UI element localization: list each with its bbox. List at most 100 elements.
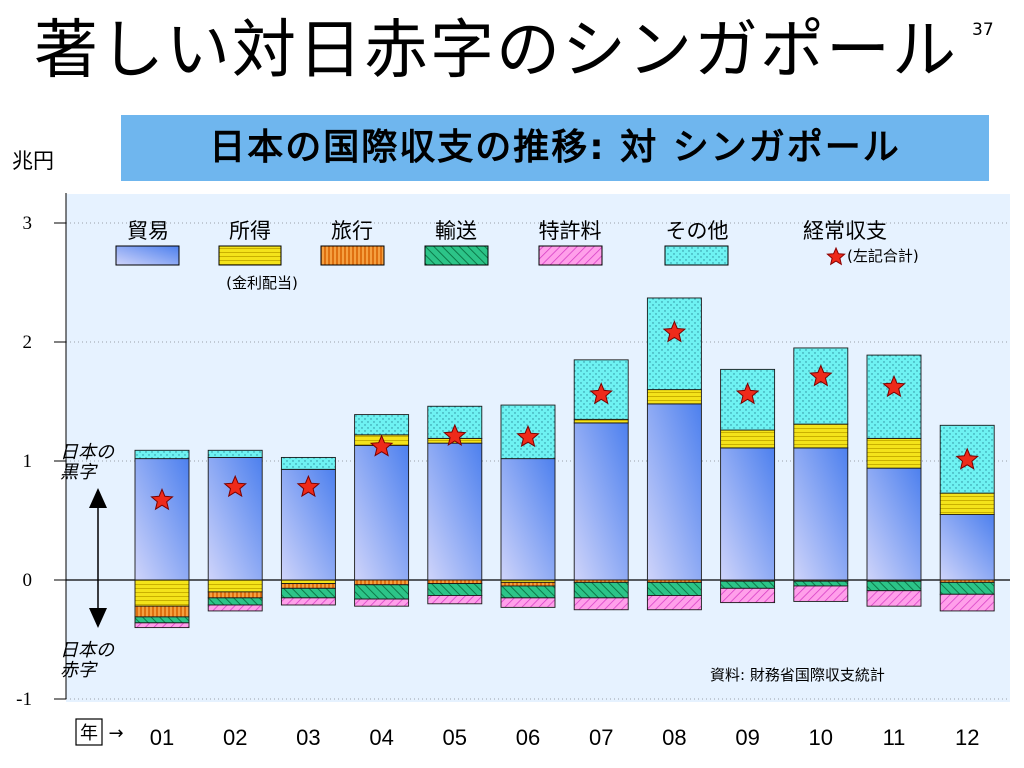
y-tick-label: 1 — [23, 451, 33, 472]
bar-segment-income — [793, 423, 849, 449]
x-tick-label: 09 — [735, 725, 759, 750]
bar-segment-trade — [573, 422, 629, 581]
bar-segment-royalties — [207, 604, 263, 612]
bar-segment-transport — [939, 581, 995, 595]
deficit-label-line2: 赤字 — [60, 660, 98, 681]
source-note: 資料: 財務省国際収支統計 — [710, 666, 885, 684]
x-tick-label: 10 — [809, 725, 833, 750]
total-star — [150, 487, 174, 511]
legend-label-royalties: 特許料 — [539, 219, 602, 243]
page-number: 37 — [972, 20, 994, 40]
y-tick-label: -1 — [16, 689, 32, 710]
bar-segment-income — [720, 429, 776, 449]
x-tick-label: 03 — [296, 725, 320, 750]
bar-segment-travel — [427, 579, 483, 585]
bar-segment-royalties — [500, 597, 556, 608]
bar-segment-trade — [500, 458, 556, 581]
bar-segment-royalties — [354, 598, 410, 607]
total-star — [882, 374, 906, 398]
bar-segment-travel — [280, 583, 336, 589]
legend-swatch-royalties — [538, 245, 603, 266]
total-star — [955, 447, 979, 470]
bars — [134, 297, 995, 629]
y-tick-label: 3 — [23, 213, 33, 234]
bar-segment-trade — [646, 403, 702, 581]
surplus-label-line1: 日本の — [60, 442, 115, 463]
bar-segment-income — [939, 492, 995, 516]
x-tick-label: 07 — [589, 725, 613, 750]
deficit-label-line1: 日本の — [60, 640, 115, 661]
bar-segment-income — [134, 579, 190, 607]
x-tick-label: 12 — [955, 725, 979, 750]
bar-segment-trade — [939, 514, 995, 581]
bar-segment-income — [866, 437, 922, 469]
x-tick-label: 05 — [443, 725, 467, 750]
x-tick-label: 08 — [662, 725, 686, 750]
bar-segment-transport — [134, 616, 190, 624]
bar-segment-other — [866, 354, 922, 439]
y-tick-label: 0 — [23, 570, 33, 591]
total-star — [662, 320, 687, 343]
bar-segment-other — [207, 449, 263, 458]
legend-star-icon — [826, 246, 846, 266]
bar-segment-royalties — [646, 595, 702, 611]
legend-total-note: (左記合計) — [847, 247, 919, 265]
bar-segment-transport — [720, 580, 776, 589]
x-tick-label: 06 — [516, 725, 540, 750]
bar-segment-other — [646, 297, 702, 391]
bar-segment-transport — [354, 584, 410, 600]
year-label-box — [75, 718, 103, 746]
total-star — [443, 423, 467, 446]
surplus-label-line2: 黒字 — [60, 462, 98, 483]
y-axis-unit: 兆円 — [12, 149, 54, 173]
legend-label-other: その他 — [666, 219, 729, 243]
bar-segment-travel — [207, 591, 263, 599]
y-tick-label: 2 — [23, 332, 33, 353]
bar-segment-other — [134, 449, 190, 460]
bar-segment-trade — [134, 458, 190, 581]
bar-segment-other — [280, 456, 336, 470]
bar-segment-income — [573, 418, 629, 424]
x-tick-label: 11 — [883, 725, 906, 750]
chart-title: 日本の国際収支の推移: 対 シンガポール — [121, 115, 989, 181]
x-axis: 01 02 03 04 05 06 07 08 09 10 11 12 — [150, 725, 980, 750]
legend-swatch-trade — [115, 245, 180, 266]
direction-arrow — [89, 488, 107, 628]
bar-segment-travel — [500, 581, 556, 587]
x-tick-label: 02 — [223, 725, 247, 750]
bar-segment-transport — [646, 581, 702, 596]
bar-segment-transport — [427, 583, 483, 596]
total-star — [369, 434, 394, 457]
bar-segment-transport — [866, 580, 922, 592]
legend-swatch-income — [218, 245, 282, 266]
bar-segment-royalties — [720, 587, 776, 604]
total-star — [735, 382, 760, 405]
bar-segment-royalties — [793, 585, 849, 602]
bar-segment-other — [793, 347, 849, 425]
total-star — [296, 474, 321, 498]
total-star — [809, 364, 833, 387]
year-arrow: → — [108, 723, 123, 744]
x-tick-label: 04 — [369, 725, 393, 750]
bar-segment-trade — [793, 447, 849, 581]
total-star — [223, 474, 247, 498]
legend-label-travel: 旅行 — [331, 219, 373, 243]
bar-segment-royalties — [866, 590, 922, 607]
bar-segment-trade — [427, 442, 483, 581]
bar-segment-other — [354, 414, 410, 436]
bar-segment-royalties — [134, 622, 190, 629]
bar-segment-trade — [354, 445, 410, 581]
bar-segment-transport — [573, 581, 629, 599]
legend-label-transport: 輸送 — [435, 219, 477, 243]
bar-segment-travel — [134, 605, 190, 618]
bar-segment-transport — [500, 585, 556, 599]
bar-segment-transport — [280, 587, 336, 599]
bar-segment-income — [646, 389, 702, 405]
bar-segment-transport — [793, 580, 849, 587]
legend-swatch-other — [664, 245, 729, 266]
bar-segment-income — [207, 579, 263, 593]
bar-segment-trade — [866, 467, 922, 581]
x-tick-label: 01 — [150, 725, 174, 750]
year-label: 年 — [80, 723, 98, 744]
